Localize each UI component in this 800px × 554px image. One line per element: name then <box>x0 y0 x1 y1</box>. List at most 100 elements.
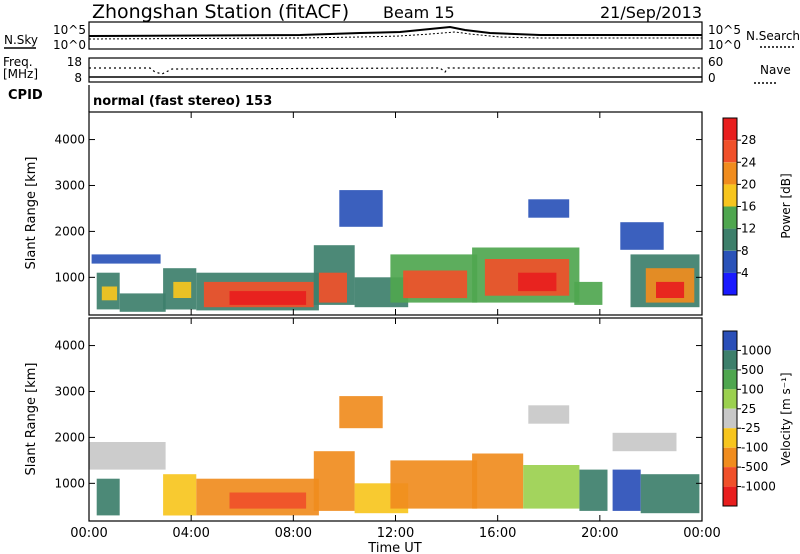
power-ytick-label-0: 1000 <box>54 270 85 284</box>
power-colorbar-label-1: 8 <box>741 244 749 258</box>
power-colorbar-label-2: 12 <box>741 222 756 236</box>
time-tick-label-4: 16:00 <box>479 526 516 541</box>
power-colorbar-title: Power [dB] <box>779 173 793 238</box>
power-colorbar-swatch-5 <box>723 162 737 185</box>
power-ylabel: Slant Range [km] <box>24 157 39 270</box>
velocity-region-12 <box>640 474 700 514</box>
nsearch-tick-high: 10^5 <box>708 23 741 37</box>
power-colorbar-label-6: 28 <box>741 133 756 147</box>
velocity-region-2 <box>163 474 197 516</box>
nsky-label: N.Sky <box>4 33 38 47</box>
freq-label: Freq. <box>3 55 33 69</box>
power-colorbar-label-3: 16 <box>741 200 756 214</box>
station-title: Zhongshan Station (fitACF) <box>92 1 349 23</box>
velocity-panel: 1000 2000 3000 4000 Slant Range [km] 1000 50… <box>24 317 793 522</box>
nave-tick-high: 60 <box>708 55 723 69</box>
nsearch-line <box>88 31 702 40</box>
velocity-colorbar-swatch-6 <box>723 447 737 468</box>
velocity-colorbar-label-2: 100 <box>741 382 764 396</box>
velocity-colorbar-label-3: 25 <box>741 402 756 416</box>
power-ytick-label-1: 2000 <box>54 224 85 238</box>
freq-panel-frame <box>88 57 703 83</box>
power-ytick-label-2: 3000 <box>54 178 85 192</box>
power-colorbar-swatch-0 <box>723 272 737 295</box>
power-colorbar-swatch-7 <box>723 118 737 141</box>
time-tick-label-6: 00:00 <box>683 526 720 541</box>
time-tick-label-1: 04:00 <box>172 526 209 541</box>
velocity-region-0 <box>96 478 120 516</box>
power-region-23 <box>620 222 664 250</box>
power-region-9 <box>318 272 347 303</box>
noise-panel: 10^5 10^0 N.Sky 10^5 10^0 N.Search <box>4 21 800 52</box>
power-region-20 <box>91 254 161 264</box>
velocity-colorbar-label-7: -1000 <box>741 480 776 494</box>
velocity-colorbar-swatch-5 <box>723 428 737 448</box>
nsearch-label: N.Search <box>746 29 800 43</box>
power-region-7 <box>229 291 307 305</box>
freq-panel: 18 8 Freq. [MHz] 60 0 Nave <box>3 55 791 85</box>
cpid-label: CPID <box>8 88 43 103</box>
power-colorbar-swatch-2 <box>723 228 737 251</box>
velocity-colorbar-swatch-2 <box>723 369 737 390</box>
time-tick-label-0: 00:00 <box>70 526 107 541</box>
nsky-tick-high: 10^5 <box>53 23 86 37</box>
power-colorbar-swatch-3 <box>723 206 737 229</box>
velocity-panel-frame <box>88 317 703 522</box>
power-colorbar-label-4: 20 <box>741 177 756 191</box>
velocity-colorbar-label-5: -100 <box>741 441 768 455</box>
velocity-region-9 <box>523 465 580 509</box>
nave-label: Nave <box>760 63 791 77</box>
power-panel-frame <box>88 111 703 316</box>
power-region-1 <box>101 286 118 301</box>
nave-line <box>89 67 702 75</box>
beam-label: Beam 15 <box>383 3 455 22</box>
velocity-colorbar-swatch-8 <box>723 486 737 506</box>
velocity-region-10 <box>579 469 608 511</box>
power-panel: 1000 2000 3000 4000 Slant Range [km] 4 8 12 16… <box>24 111 793 316</box>
velocity-colorbar-swatch-4 <box>723 408 737 429</box>
power-region-12 <box>403 270 468 299</box>
velocity-region-8 <box>472 453 524 509</box>
power-region-2 <box>119 293 166 312</box>
power-colorbar-swatch-6 <box>723 140 737 163</box>
velocity-region-5 <box>313 451 355 511</box>
velocity-region-11 <box>612 469 641 511</box>
power-colorbar-swatch-1 <box>723 250 737 273</box>
velocity-colorbar-label-6: -500 <box>741 460 768 474</box>
power-region-15 <box>518 272 557 292</box>
power-region-19 <box>656 281 685 298</box>
velocity-ytick-label-1: 2000 <box>54 430 85 444</box>
velocity-colorbar-frame <box>722 330 738 507</box>
velocity-ytick-label-2: 3000 <box>54 384 85 398</box>
velocity-region-7 <box>390 460 478 509</box>
velocity-region-1 <box>89 442 166 470</box>
time-tick-label-5: 20:00 <box>581 526 618 541</box>
velocity-region-14 <box>612 432 677 452</box>
velocity-region-4 <box>229 492 307 509</box>
velocity-colorbar-label-1: 500 <box>741 363 764 377</box>
power-region-16 <box>574 281 603 305</box>
freq-unit: [MHz] <box>3 67 38 81</box>
velocity-colorbar-swatch-7 <box>723 467 737 487</box>
velocity-colorbar-swatch-3 <box>723 389 737 409</box>
power-colorbar-label-0: 4 <box>741 266 749 280</box>
cpid-value: normal (fast stereo) 153 <box>93 94 272 109</box>
nave-tick-low: 0 <box>708 71 716 85</box>
power-region-21 <box>339 190 383 227</box>
freq-tick-high: 18 <box>67 55 82 69</box>
power-region-22 <box>528 199 570 218</box>
velocity-colorbar-label-0: 1000 <box>741 343 772 357</box>
time-tick-label-3: 12:00 <box>377 526 414 541</box>
velocity-ylabel: Slant Range [km] <box>24 363 39 476</box>
velocity-colorbar-swatch-0 <box>723 331 737 351</box>
nsky-tick-low: 10^0 <box>53 38 86 52</box>
velocity-region-13 <box>528 405 570 424</box>
velocity-colorbar-swatch-1 <box>723 350 737 370</box>
nsearch-tick-low: 10^0 <box>708 38 741 52</box>
velocity-ytick-label-0: 1000 <box>54 476 85 490</box>
time-axis-label: Time UT <box>367 541 421 554</box>
nsky-line <box>88 25 702 37</box>
power-ytick-label-3: 4000 <box>54 133 85 147</box>
power-colorbar-swatch-4 <box>723 184 737 207</box>
